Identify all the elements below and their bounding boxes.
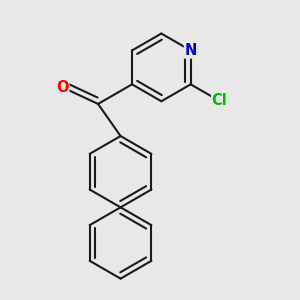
Text: O: O	[56, 80, 69, 95]
Text: N: N	[184, 43, 197, 58]
Text: Cl: Cl	[212, 94, 227, 109]
